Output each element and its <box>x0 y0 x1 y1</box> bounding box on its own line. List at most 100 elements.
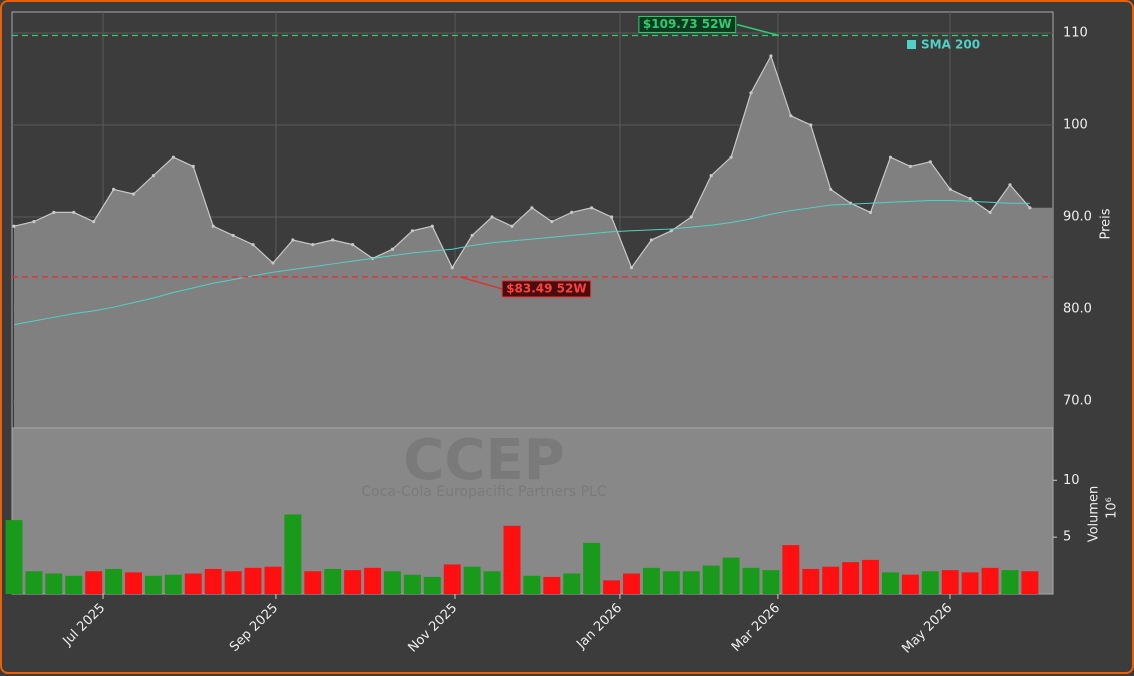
volume-bar <box>682 571 700 594</box>
x-tick-label: Sep 2025 <box>227 601 281 655</box>
volume-bar <box>244 567 262 594</box>
y-tick-label: 80.0 <box>1063 302 1092 317</box>
price-point <box>629 266 634 270</box>
annotation-arrow <box>459 276 503 290</box>
price-point <box>570 210 574 215</box>
volume-bar <box>941 570 959 594</box>
volume-bar <box>423 576 441 594</box>
legend-label: SMA 200 <box>921 38 980 52</box>
price-point <box>948 187 952 192</box>
y-axis-label: Volumen <box>1087 486 1102 543</box>
y-tick-label: 5 <box>1063 530 1071 545</box>
volume-bar <box>1021 571 1039 594</box>
volume-bar <box>702 565 720 594</box>
price-point <box>709 174 713 178</box>
volume-bar <box>344 570 362 594</box>
volume-bar <box>403 574 421 594</box>
price-point <box>191 164 195 169</box>
volume-bar <box>324 568 342 594</box>
volume-bar <box>563 573 581 594</box>
price-point <box>231 233 235 238</box>
volume-bar <box>125 572 142 594</box>
volume-bar <box>383 571 401 594</box>
price-point <box>331 238 335 242</box>
price-point <box>550 220 554 224</box>
y-tick-label: 10 <box>1063 473 1080 488</box>
volume-area <box>11 427 1054 595</box>
price-point <box>390 247 395 251</box>
legend-swatch <box>907 40 916 49</box>
annotation-box <box>501 280 592 298</box>
volume-bar <box>184 573 202 594</box>
volume-bar <box>722 557 740 594</box>
volume-bar <box>822 566 840 594</box>
annotation-arrow <box>736 23 780 37</box>
volume-bar <box>642 567 660 594</box>
volume-bar <box>842 562 860 594</box>
y-tick-label: 110 <box>1063 25 1088 40</box>
volume-bar <box>603 580 621 594</box>
annotation-label: $83.49 52W <box>506 281 586 295</box>
x-tick-label: Jul 2025 <box>60 601 109 650</box>
volume-bar <box>1001 570 1019 594</box>
price-point <box>111 187 116 192</box>
price-point <box>530 206 534 210</box>
price-point <box>92 220 96 224</box>
x-tick-label: Jan 2026 <box>573 601 625 653</box>
watermark-subtitle: Coca-Cola Europacific Partners PLC <box>361 484 607 500</box>
price-point <box>12 224 16 228</box>
volume-bar <box>284 514 302 594</box>
price-point <box>211 224 215 228</box>
y-tick-label: 70.0 <box>1063 394 1092 409</box>
volume-bar <box>85 571 103 594</box>
price-point <box>769 54 773 58</box>
volume-bar <box>5 520 23 594</box>
price-point <box>171 155 175 159</box>
volume-bar <box>981 567 999 594</box>
price-point <box>968 197 972 201</box>
price-point <box>888 155 893 159</box>
price-point <box>928 160 932 164</box>
volume-bar <box>583 542 601 594</box>
annotation-label: $109.73 52W <box>643 17 732 31</box>
price-point <box>1028 206 1032 210</box>
volume-bar <box>483 571 501 594</box>
price-point <box>609 215 614 219</box>
volume-bar <box>264 566 282 594</box>
price-point <box>829 187 833 192</box>
price-point <box>311 243 315 247</box>
y-axis-label: Preis <box>1099 208 1114 239</box>
sma-line <box>13 199 1030 326</box>
price-point <box>868 210 873 215</box>
price-point <box>749 91 753 95</box>
volume-bar <box>623 573 640 594</box>
volume-bar <box>862 559 880 594</box>
price-point <box>510 224 514 228</box>
x-tick-label: Nov 2025 <box>405 601 460 656</box>
price-point <box>490 215 494 219</box>
volume-bar <box>742 567 760 594</box>
price-point <box>669 229 673 233</box>
price-point <box>590 206 594 210</box>
price-point <box>908 164 912 169</box>
volume-bar <box>304 571 322 594</box>
volume-bar <box>901 574 919 594</box>
volume-bar <box>443 564 461 594</box>
volume-bar <box>921 571 939 594</box>
volume-bar <box>543 576 561 594</box>
price-point <box>1008 183 1012 187</box>
price-point <box>72 210 76 215</box>
volume-bar <box>961 572 979 594</box>
volume-bar <box>105 568 123 594</box>
price-point <box>789 114 793 118</box>
price-point <box>271 261 275 265</box>
price-point <box>52 210 56 215</box>
volume-bar <box>802 568 820 594</box>
price-point <box>450 266 454 270</box>
volume-bar <box>762 570 780 594</box>
price-area-fill <box>13 55 1054 429</box>
y-scale-label: 10⁶ <box>1105 497 1120 519</box>
price-point <box>729 155 733 159</box>
volume-bar <box>523 575 541 594</box>
